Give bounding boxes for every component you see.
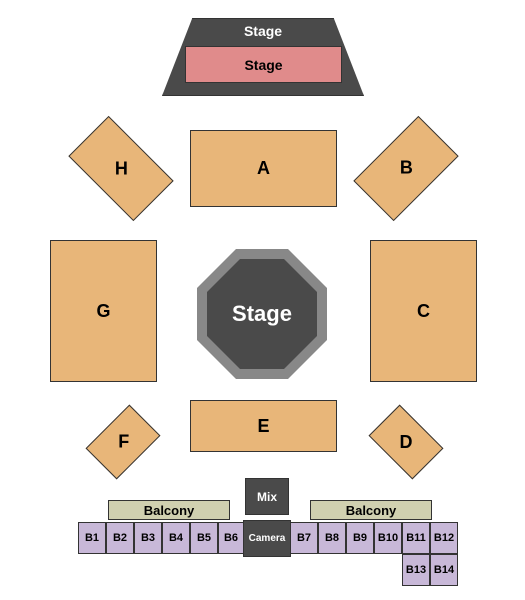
balcony-box-b14[interactable]: B14 xyxy=(430,554,458,586)
balcony-box-b10[interactable]: B10 xyxy=(374,522,402,554)
balcony-box-b6[interactable]: B6 xyxy=(218,522,244,554)
balcony-box-label: B5 xyxy=(197,532,211,544)
balcony-box-b8[interactable]: B8 xyxy=(318,522,346,554)
section-h[interactable]: H xyxy=(68,116,173,221)
stage-front: Stage xyxy=(185,46,342,83)
balcony-label: Balcony xyxy=(346,503,397,518)
mix-booth: Mix xyxy=(245,478,289,515)
balcony-box-label: B2 xyxy=(113,532,127,544)
balcony-label: Balcony xyxy=(144,503,195,518)
section-label: E xyxy=(257,416,269,437)
balcony-box-b12[interactable]: B12 xyxy=(430,522,458,554)
section-d[interactable]: D xyxy=(369,405,444,480)
balcony-box-label: B9 xyxy=(353,532,367,544)
balcony-box-b1[interactable]: B1 xyxy=(78,522,106,554)
section-label: A xyxy=(257,158,270,179)
camera-booth: Camera xyxy=(243,520,291,557)
balcony-box-b7[interactable]: B7 xyxy=(290,522,318,554)
balcony-box-b5[interactable]: B5 xyxy=(190,522,218,554)
balcony-box-b3[interactable]: B3 xyxy=(134,522,162,554)
balcony-box-label: B10 xyxy=(378,532,398,544)
center-stage: Stage xyxy=(207,259,317,369)
balcony-box-b11[interactable]: B11 xyxy=(402,522,430,554)
balcony-box-label: B3 xyxy=(141,532,155,544)
balcony-box-label: B11 xyxy=(406,532,426,544)
center-stage-label: Stage xyxy=(232,301,292,327)
balcony-box-label: B4 xyxy=(169,532,183,544)
section-label: C xyxy=(417,301,430,322)
balcony-box-label: B8 xyxy=(325,532,339,544)
mix-label: Mix xyxy=(257,490,277,504)
stage-backdrop-label: Stage xyxy=(244,23,282,39)
balcony-box-label: B12 xyxy=(434,532,454,544)
section-label: D xyxy=(400,432,413,453)
balcony-box-b4[interactable]: B4 xyxy=(162,522,190,554)
section-label: G xyxy=(96,301,110,322)
balcony-box-label: B6 xyxy=(224,532,238,544)
balcony-bar-right: Balcony xyxy=(310,500,432,520)
balcony-box-b2[interactable]: B2 xyxy=(106,522,134,554)
balcony-box-label: B7 xyxy=(297,532,311,544)
section-g[interactable]: G xyxy=(50,240,157,382)
balcony-box-label: B1 xyxy=(85,532,99,544)
section-b[interactable]: B xyxy=(353,116,458,221)
balcony-box-b9[interactable]: B9 xyxy=(346,522,374,554)
balcony-box-label: B14 xyxy=(434,564,454,576)
camera-label: Camera xyxy=(249,533,286,544)
stage-front-label: Stage xyxy=(244,57,282,73)
balcony-box-label: B13 xyxy=(406,564,426,576)
section-label: B xyxy=(400,158,413,179)
section-c[interactable]: C xyxy=(370,240,477,382)
section-label: H xyxy=(115,158,128,179)
section-f[interactable]: F xyxy=(86,405,161,480)
seating-chart: Stage Stage Stage A B C D E F G H Mix Ca… xyxy=(0,0,525,600)
balcony-box-b13[interactable]: B13 xyxy=(402,554,430,586)
section-label: F xyxy=(118,432,129,453)
section-e[interactable]: E xyxy=(190,400,337,452)
section-a[interactable]: A xyxy=(190,130,337,207)
balcony-bar-left: Balcony xyxy=(108,500,230,520)
